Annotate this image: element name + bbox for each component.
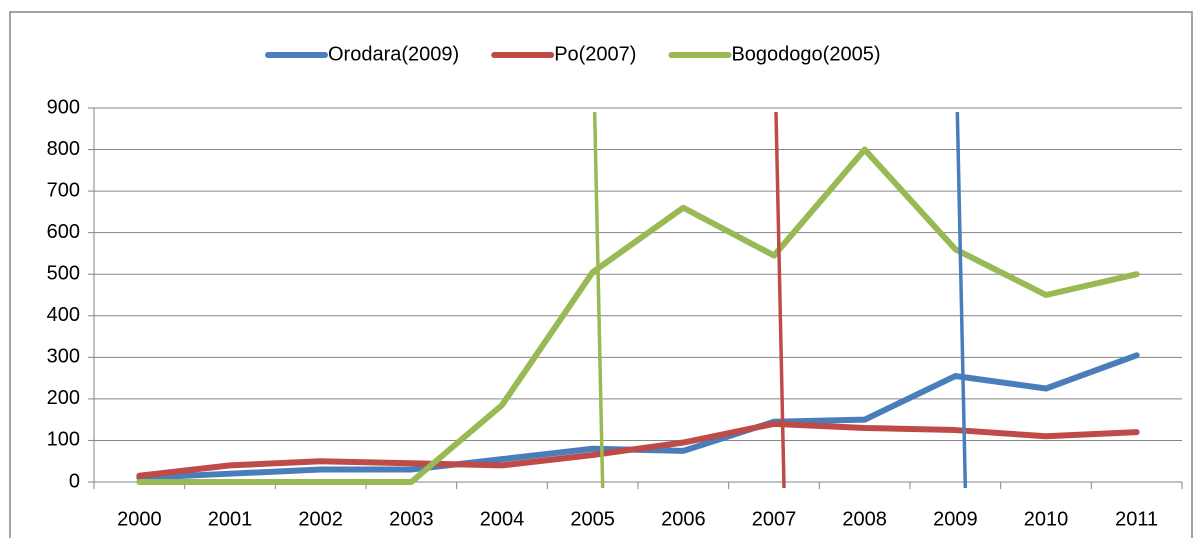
x-tick-label: 2000 (117, 508, 162, 530)
y-tick-label: 300 (47, 346, 80, 368)
x-tick-label: 2002 (298, 508, 343, 530)
x-tick-label: 2009 (933, 508, 978, 530)
x-tick-label: 2007 (752, 508, 797, 530)
x-tick-label: 2010 (1024, 508, 1069, 530)
x-tick-label: 2005 (570, 508, 615, 530)
y-tick-label: 600 (47, 221, 80, 243)
y-tick-label: 400 (47, 304, 80, 326)
y-tick-label: 700 (47, 179, 80, 201)
y-tick-label: 200 (47, 387, 80, 409)
x-tick-label: 2004 (480, 508, 525, 530)
series-line (136, 146, 1140, 485)
x-tick-label: 2008 (842, 508, 887, 530)
y-tick-label: 900 (47, 96, 80, 118)
intervention-line (955, 111, 968, 489)
x-tick-label: 2011 (1115, 508, 1158, 530)
intervention-line (592, 111, 605, 489)
y-tick-label: 100 (47, 429, 80, 451)
y-tick-label: 800 (47, 138, 80, 160)
series-line (136, 420, 1140, 479)
y-tick-label: 500 (47, 263, 80, 285)
x-tick-label: 2003 (389, 508, 434, 530)
x-tick-label: 2006 (661, 508, 706, 530)
x-tick-label: 2001 (208, 508, 253, 530)
legend-label: Bogodogo(2005) (731, 43, 880, 65)
y-tick-label: 0 (69, 470, 80, 492)
intervention-line (774, 111, 786, 489)
legend-label: Orodara(2009) (328, 43, 459, 65)
legend-label: Po(2007) (554, 43, 636, 65)
